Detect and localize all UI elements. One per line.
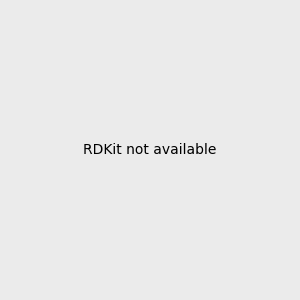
Text: RDKit not available: RDKit not available (83, 143, 217, 157)
